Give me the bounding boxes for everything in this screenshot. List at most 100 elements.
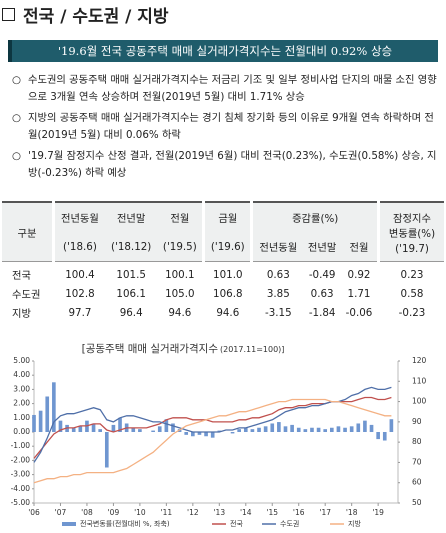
- bar: [237, 429, 241, 432]
- table-row: 전국 100.4 101.5 100.1 101.0 0.63 -0.49 0.92 0.23: [2, 261, 444, 284]
- bar: [71, 427, 76, 432]
- bar: [250, 429, 255, 432]
- bar: [310, 427, 314, 432]
- bar: [184, 432, 189, 435]
- bar: [191, 432, 195, 437]
- bar: [118, 417, 122, 432]
- table-cell: 101.0: [202, 261, 252, 284]
- table-cell: 106.8: [202, 284, 252, 303]
- table-cell: 94.6: [168, 306, 192, 319]
- legend-label: 전국: [230, 519, 243, 528]
- bullet: ○ '19.7월 잠정지수 산정 결과, 전월(2019년 6월) 대비 전국(0…: [12, 148, 440, 182]
- bar: [290, 424, 294, 432]
- bar: [257, 427, 261, 432]
- table-cell: 1.71: [347, 287, 371, 300]
- table-row: 수도권 102.8 106.1 105.0 106.8 3.85 0.63 1.71 0.58: [2, 284, 444, 303]
- x-tick-label: '08: [81, 508, 93, 517]
- table-cell: 3.85: [250, 284, 304, 303]
- x-tick-label: '18: [346, 508, 358, 517]
- table-cell: 0.58: [377, 284, 444, 303]
- bullet-text: 수도권의 공동주택 매매 실거래가격지수는 저금리 기조 및 일부 정비사업 단…: [28, 74, 437, 103]
- y2-tick-label: 110: [412, 376, 427, 385]
- header-cell: 전년말: [104, 202, 158, 232]
- x-tick-label: '14: [240, 508, 252, 517]
- header-cell: 전월: [341, 232, 379, 262]
- x-tick-label: '19: [372, 508, 384, 517]
- header-cell: 구분: [2, 202, 54, 262]
- table-row: 지방 97.7 96.4 94.6 94.6 -3.15 -1.84 -0.06 -0.23: [2, 303, 444, 322]
- header-cell: ('19.5): [157, 232, 204, 262]
- y2-tick-label: 100: [412, 397, 427, 406]
- y-tick-label: -5.00: [11, 498, 31, 507]
- bar: [243, 427, 248, 432]
- bullet-text: 지방의 공동주택 매매 실거래가격지수는 경기 침체 장기화 등의 이유로 9개…: [28, 112, 434, 141]
- bar: [376, 432, 380, 440]
- table-cell: 106.1: [116, 287, 146, 300]
- y-tick-label: 5.00: [13, 356, 30, 365]
- table-cell: 101.5: [104, 261, 158, 284]
- legend-label: 수도권: [280, 520, 299, 528]
- bar: [389, 419, 394, 432]
- table-cell: 100.1: [157, 261, 204, 284]
- table-cell: -0.06: [345, 306, 373, 319]
- table-cell: 97.7: [51, 303, 105, 322]
- table-cell: 수도권: [12, 289, 41, 301]
- bar: [303, 429, 308, 432]
- bar: [52, 382, 56, 432]
- x-tick-label: '11: [161, 508, 173, 517]
- header-cell: 금월: [202, 202, 252, 232]
- legend-label: 전국변동률(전월대비 %, 좌축): [80, 519, 170, 528]
- bar: [45, 396, 50, 432]
- bullet: ○ 지방의 공동주택 매매 실거래가격지수는 경기 침체 장기화 등의 이유로 9…: [12, 110, 440, 144]
- bullet-text: '19.7월 잠정지수 산정 결과, 전월(2019년 6월) 대비 전국(0.…: [28, 150, 437, 179]
- bar: [131, 427, 136, 432]
- table-cell: -3.15: [250, 303, 304, 322]
- y-tick-label: 1.00: [13, 413, 30, 422]
- table-cell: 96.4: [119, 306, 143, 319]
- table-cell: -0.23: [377, 303, 444, 322]
- bar: [32, 414, 36, 432]
- x-tick-label: '13: [214, 508, 226, 517]
- bar: [157, 426, 162, 432]
- index-table: 구분 전년동월 전년말 전월 금월 증감률(%) 잠정지수 변동률(%) ('19…: [2, 201, 444, 322]
- y-tick-label: -2.00: [11, 455, 31, 464]
- bar: [323, 429, 328, 432]
- bar: [58, 420, 63, 432]
- header-cell: 증감률(%): [250, 202, 379, 232]
- bar: [382, 432, 387, 441]
- x-tick-label: '12: [187, 508, 199, 517]
- header-text: ('19.7): [395, 242, 429, 255]
- bar: [349, 426, 354, 432]
- chart-title: [공동주택 매매 실거래가격지수: [82, 342, 219, 355]
- y-tick-label: 0.00: [13, 427, 30, 436]
- bar: [369, 424, 374, 432]
- header-title: 전국 / 수도권 / 지방: [23, 7, 169, 27]
- bar: [316, 427, 321, 432]
- table-cell: 0.63: [250, 261, 304, 284]
- bullets: ○ 수도권의 공동주택 매매 실거래가격지수는 저금리 기조 및 일부 정비사업 …: [12, 72, 440, 186]
- table-cell: 지방: [12, 308, 31, 320]
- bar: [78, 426, 83, 432]
- bar: [91, 423, 96, 432]
- bar: [356, 423, 361, 432]
- bar: [283, 426, 288, 432]
- header-cell: ('18.12): [104, 232, 158, 262]
- x-tick-label: '17: [319, 508, 331, 517]
- bar: [204, 432, 208, 437]
- bar: [151, 430, 155, 432]
- bar: [329, 427, 334, 432]
- bullet: ○ 수도권의 공동주택 매매 실거래가격지수는 저금리 기조 및 일부 정비사업 …: [12, 72, 440, 106]
- y-tick-label: -1.00: [11, 441, 31, 450]
- line: [33, 398, 392, 484]
- x-tick-label: '07: [55, 508, 67, 517]
- summary-banner: '19.6월 전국 공동주택 매매 실거래가격지수는 전월대비 0.92% 상승: [8, 40, 438, 62]
- chart-title-note: (2017.11=100)]: [220, 345, 284, 354]
- table-cell: 100.4: [51, 261, 105, 284]
- chart: [공동주택 매매 실거래가격지수 (2017.11=100)] 5.00 4.00…: [11, 342, 427, 528]
- y2-tick-label: 60: [412, 478, 422, 487]
- bar: [336, 426, 341, 432]
- table-cell: 0.63: [310, 287, 334, 300]
- square-icon: [2, 8, 15, 21]
- bar: [38, 410, 43, 432]
